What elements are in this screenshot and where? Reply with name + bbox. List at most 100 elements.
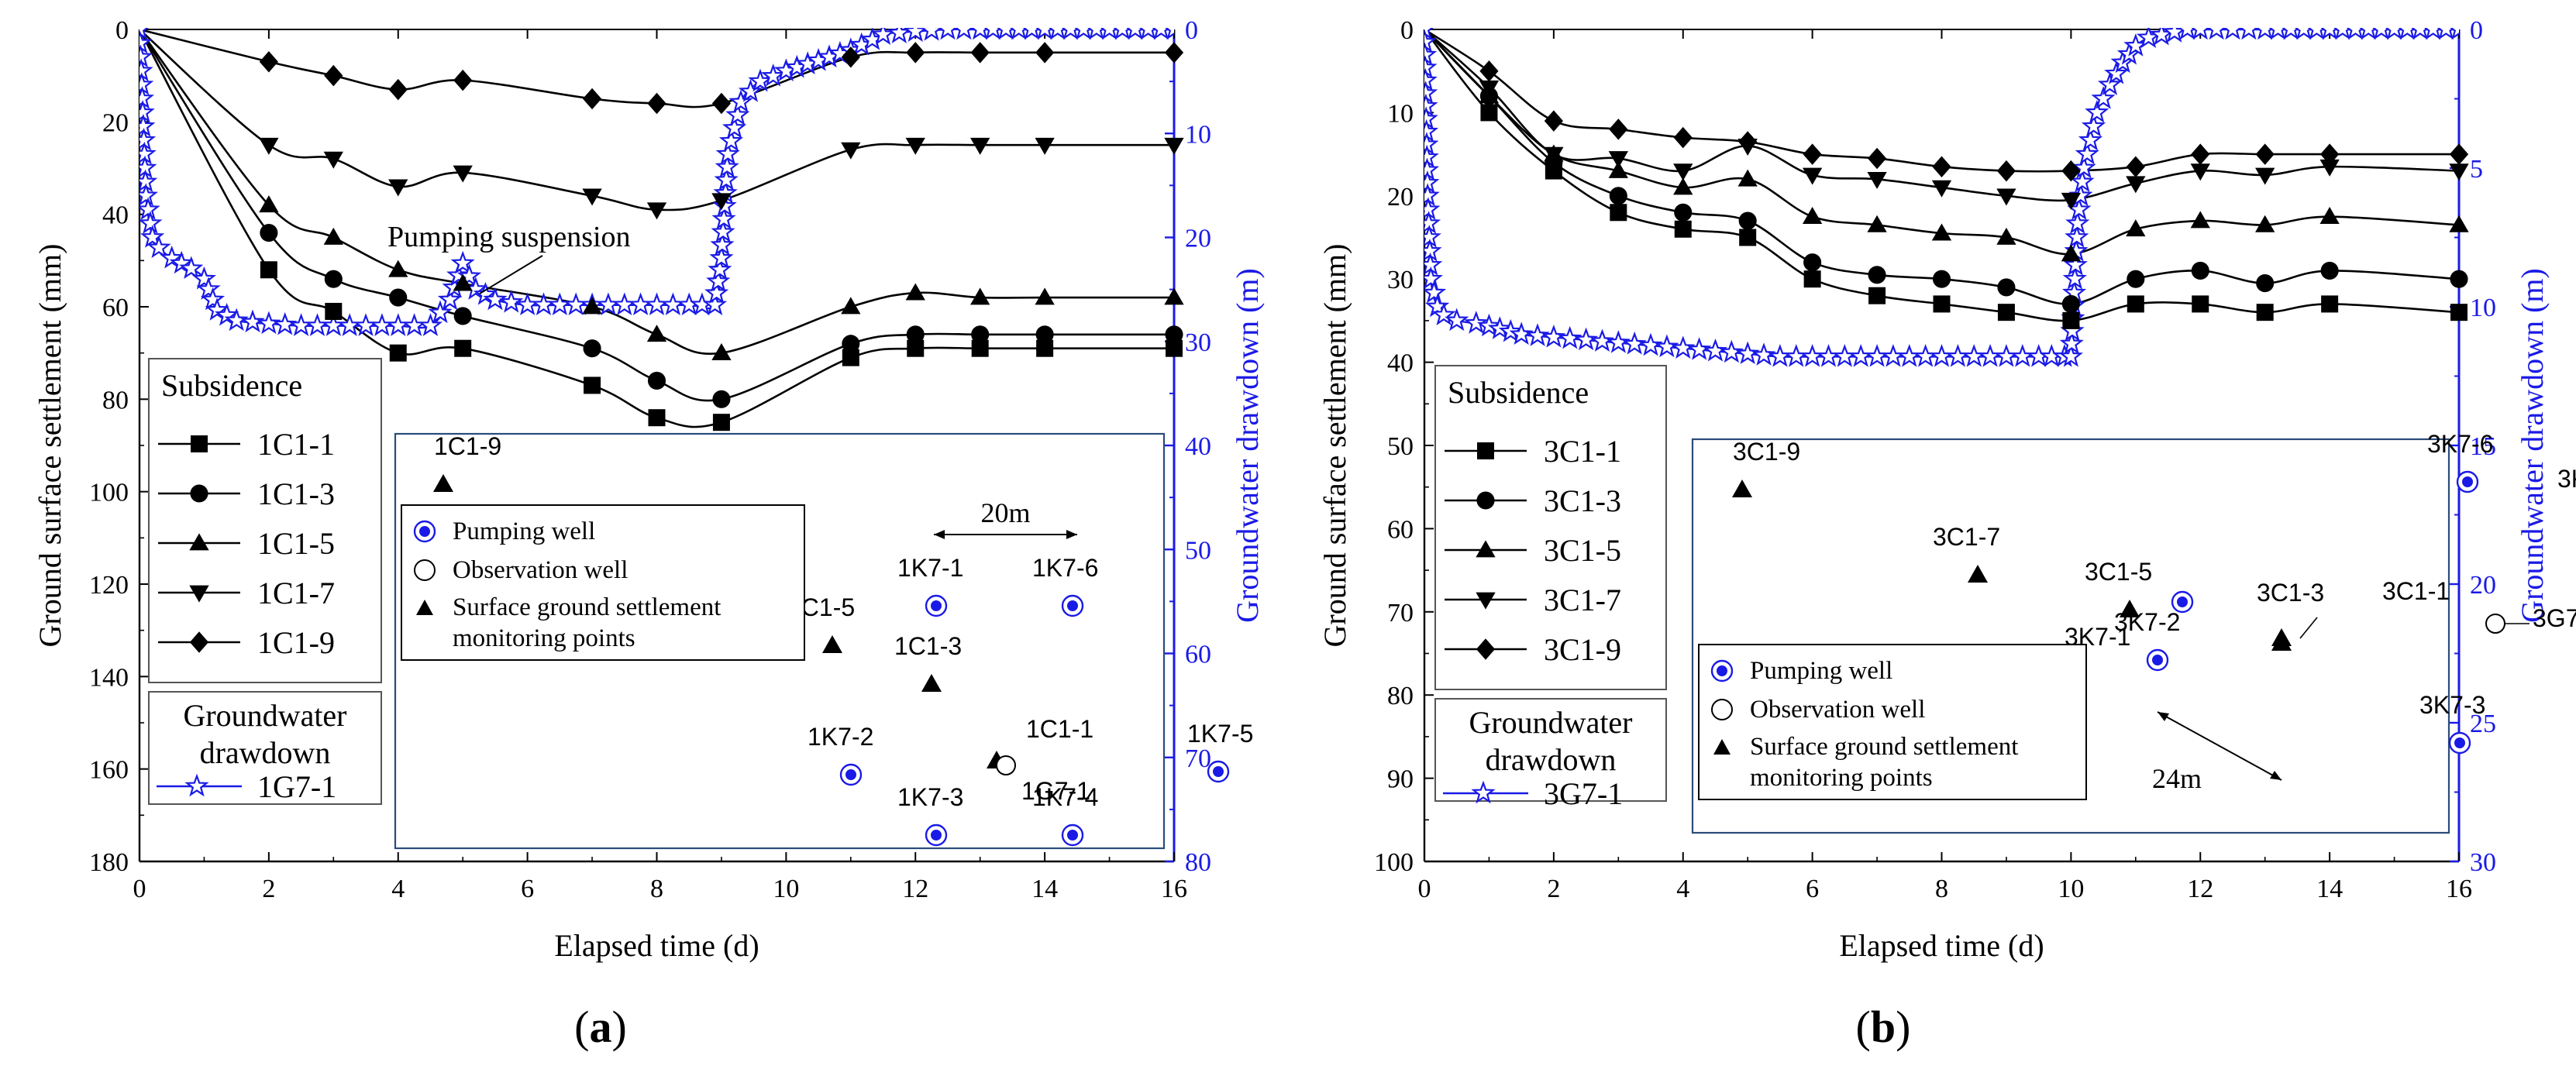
legend-box-2 [1434, 698, 1667, 802]
drawdown-point-3G7-1 [1719, 339, 1744, 363]
drawdown-point-1G7-1 [386, 313, 411, 336]
drawdown-point-1G7-1 [1074, 28, 1093, 40]
series-point-1C1-5 [841, 297, 861, 315]
drawdown-point-3G7-1 [2372, 28, 2391, 40]
drawdown-point-3G7-1 [1784, 344, 1809, 367]
drawdown-point-3G7-1 [1622, 331, 1647, 355]
drawdown-point-1G7-1 [428, 300, 453, 324]
drawdown-point-3G7-1 [1424, 280, 1447, 304]
series-point-3C1-7 [2449, 163, 2469, 181]
drawdown-point-3G7-1 [1751, 342, 1776, 366]
x-tick-label: 14 [2316, 875, 2343, 903]
series-point-3C1-7 [1867, 171, 1887, 189]
y-tick-label: 40 [1387, 349, 1414, 378]
series-point-3C1-3 [2061, 294, 2080, 313]
inset-label-1K7-4: 1K7-4 [1032, 783, 1098, 811]
drawdown-point-1G7-1 [146, 235, 171, 259]
series-point-1C1-1 [389, 344, 407, 362]
drawdown-point-1G7-1 [660, 292, 685, 315]
legend-label-1C1-7: 1C1-7 [257, 576, 335, 610]
inset-legend-pumping-dot [1717, 665, 1727, 676]
inset-legend-pumping: Pumping well [1750, 657, 1892, 685]
drawdown-point-3G7-1 [1913, 344, 1938, 367]
drawdown-point-3G7-1 [2423, 28, 2443, 40]
series-point-3C1-5 [2061, 244, 2082, 262]
drawdown-point-1G7-1 [483, 287, 508, 311]
legend-marker [190, 484, 208, 503]
x-tick-label: 8 [650, 875, 663, 903]
leader-3C1-3 [2299, 617, 2318, 639]
series-point-3C1-7 [1608, 151, 1628, 169]
series-point-1C1-5 [388, 260, 408, 277]
series-point-1C1-7 [711, 193, 732, 211]
drawdown-point-3G7-1 [1865, 344, 1889, 367]
drawdown-point-1G7-1 [305, 313, 330, 336]
series-point-1C1-3 [971, 325, 990, 344]
inset-label-3K7-5: 3K7-5 [2557, 465, 2576, 493]
drawdown-point-1G7-1 [970, 28, 990, 40]
pumping-well-dot [931, 830, 942, 841]
series-point-1C1-3 [842, 335, 860, 353]
series-point-1C1-7 [841, 142, 861, 160]
drawdown-point-1G7-1 [1010, 28, 1028, 40]
inset-label-1K7-2: 1K7-2 [808, 723, 873, 751]
series-point-1C1-1 [584, 376, 601, 394]
x-tick-label: 0 [133, 875, 146, 903]
legend-marker [191, 435, 208, 452]
pumping-well-dot [2152, 655, 2163, 665]
drawdown-point-1G7-1 [169, 250, 194, 274]
legend-label-3C1-3: 3C1-3 [1544, 483, 1621, 518]
drawdown-point-3G7-1 [1525, 323, 1550, 346]
series-point-1C1-7 [970, 137, 990, 155]
y-right-tick-label: 25 [2470, 710, 2496, 738]
y-tick-label: 60 [1387, 515, 1414, 544]
drawdown-point-3G7-1 [1655, 334, 1679, 358]
drawdown-point-1G7-1 [1152, 28, 1171, 40]
series-line-3C1-3 [1424, 29, 2459, 305]
drawdown-point-3G7-1 [1541, 325, 1566, 348]
series-point-1C1-1 [325, 302, 343, 320]
x-tick-label: 12 [902, 875, 928, 903]
x-tick-label: 12 [2187, 875, 2213, 903]
legend-label-3C1-7: 3C1-7 [1544, 583, 1621, 617]
x-axis-title: Elapsed time (d) [554, 928, 759, 963]
panel-label-open: ( [1856, 1002, 1871, 1052]
legend-title-2: Groundwater [183, 698, 346, 733]
series-point-1C1-3 [453, 307, 472, 325]
y-right-tick-label: 40 [1185, 432, 1211, 461]
series-point-3C1-1 [1803, 270, 1821, 288]
series-point-1C1-5 [711, 343, 732, 361]
drawdown-point-1G7-1 [1113, 28, 1131, 40]
inset-label-1G7-1: 1G7-1 [1021, 777, 1090, 805]
x-axis-title: Elapsed time (d) [1839, 928, 2044, 963]
drawdown-point-3G7-1 [1589, 328, 1615, 352]
drawdown-point-1G7-1 [418, 313, 443, 336]
series-point-3C1-3 [1609, 187, 1627, 205]
y-tick-label: 50 [1387, 432, 1414, 461]
x-tick-label: 10 [773, 875, 799, 903]
legend-label-1C1-9: 1C1-9 [257, 625, 335, 660]
settlement-point-1C1-9 [433, 474, 453, 492]
drawdown-point-3G7-1 [1945, 344, 1970, 367]
y-tick-label: 70 [1387, 599, 1414, 627]
drawdown-point-1G7-1 [711, 206, 736, 230]
scale-label: 24m [2152, 763, 2202, 794]
legend-label-3C1-5: 3C1-5 [1544, 533, 1621, 568]
drawdown-point-3G7-1 [1768, 343, 1793, 367]
series-point-3C1-9 [1738, 131, 1758, 153]
legend-marker [189, 631, 209, 653]
inset-legend-observation: Observation well [453, 556, 628, 584]
legend-title: Subsidence [161, 368, 302, 403]
drawdown-point-1G7-1 [191, 266, 217, 290]
pumping-well-dot [1213, 766, 1224, 777]
series-point-3C1-9 [1867, 147, 1887, 170]
inset-label-3C1-5: 3C1-5 [2085, 558, 2152, 586]
inset-legend-settlement: Surface ground settlement [1750, 733, 2018, 761]
observation-well-1G7-1 [996, 755, 1016, 775]
drawdown-point-3G7-1 [2359, 28, 2378, 40]
series-point-1C1-1 [712, 414, 730, 431]
pumping-well-dot [845, 769, 856, 780]
drawdown-point-3G7-1 [2078, 127, 2103, 151]
series-point-1C1-1 [907, 339, 925, 357]
inset-label-1K7-6: 1K7-6 [1032, 554, 1098, 582]
